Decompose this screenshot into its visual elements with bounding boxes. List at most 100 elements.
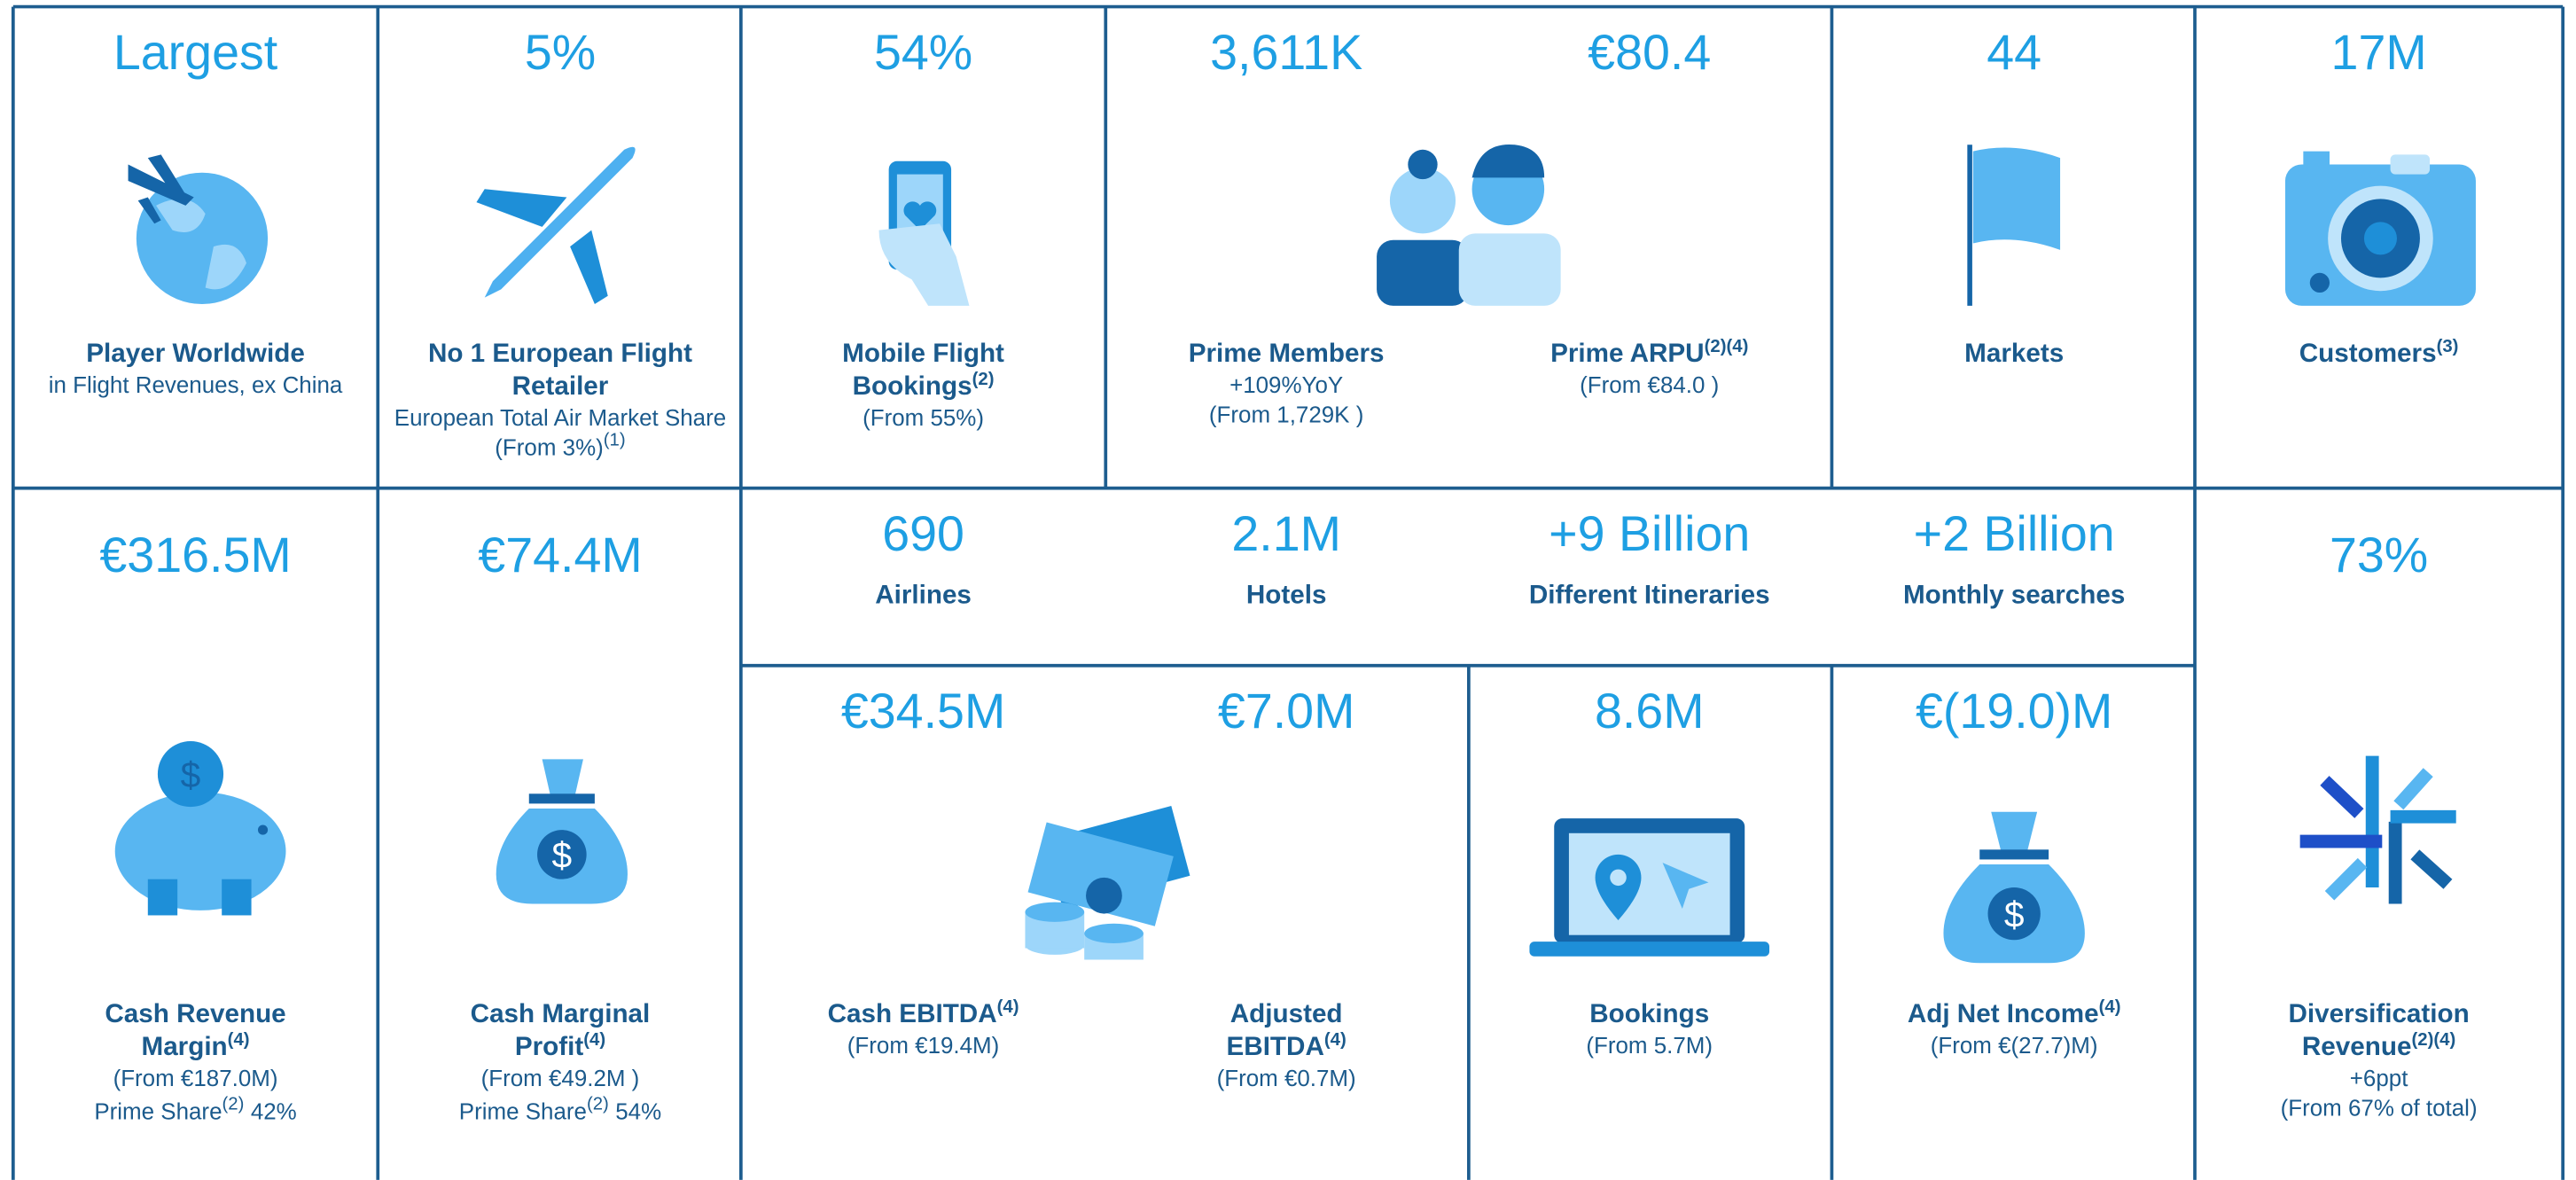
note-text: (From €19.4M) — [847, 1034, 1000, 1059]
note-text: (From €49.2M ) — [481, 1067, 640, 1091]
note-text: (From €187.0M) — [113, 1067, 278, 1091]
label-text: Prime Members — [1189, 339, 1385, 368]
kpi-note: (From €19.4M) — [847, 1034, 1000, 1059]
note-text: (From 67% of total) — [2281, 1097, 2478, 1121]
kpi-note: (From €(27.7)M) — [1931, 1034, 2098, 1059]
kpi-note: (From €187.0M) — [113, 1067, 278, 1091]
note-text: +109%YoY — [1229, 373, 1343, 398]
label-text: Margin — [142, 1032, 228, 1061]
reach-value: +9 Billion — [1549, 506, 1750, 561]
label-text: Diversification — [2288, 999, 2469, 1028]
label-text: Cash EBITDA — [828, 999, 997, 1028]
note-text: (From 3%) — [495, 436, 603, 461]
kpi-value: Largest — [113, 25, 278, 80]
kpi-label: Adjusted — [1230, 999, 1343, 1028]
kpi-label: Customers(3) — [2299, 337, 2459, 368]
svg-text:$: $ — [181, 754, 201, 795]
label-text: Bookings — [1589, 999, 1709, 1028]
flag-icon — [1967, 145, 2061, 306]
borders — [11, 4, 2565, 1180]
prime-share: Prime Share(2) 54% — [459, 1094, 661, 1124]
kpi-value: 8.6M — [1595, 684, 1705, 738]
label-text: Mobile Flight — [842, 339, 1004, 368]
label-text: Customers — [2299, 339, 2437, 368]
superscript: (4) — [583, 1030, 605, 1050]
share-text: Prime Share — [94, 1099, 222, 1124]
plane-icon — [476, 146, 636, 305]
laptop-icon — [1529, 818, 1770, 957]
kpi-note: in Flight Revenues, ex China — [49, 373, 343, 398]
kpi-label: Retailer — [512, 371, 609, 401]
label-text: Cash Revenue — [105, 999, 285, 1028]
superscript: (2) — [587, 1094, 609, 1114]
kpi-label: Markets — [1964, 339, 2064, 368]
kpi-note: +6ppt — [2350, 1067, 2408, 1091]
superscript: (4) — [2099, 997, 2121, 1017]
globe-icon — [128, 154, 269, 305]
kpi-label: Revenue(2)(4) — [2302, 1030, 2455, 1061]
note-text: European Total Air Market Share — [394, 406, 726, 431]
reach-value: 2.1M — [1231, 506, 1341, 561]
texts: Largest Player Worldwide in Flight Revenue… — [49, 25, 2478, 1124]
label-text: Profit — [515, 1032, 584, 1061]
kpi-value: 73% — [2330, 527, 2428, 582]
reach-value: 690 — [882, 506, 964, 561]
kpi-label: Bookings — [1589, 999, 1709, 1028]
label-text: Bookings — [853, 371, 972, 401]
kpi-label: Diversification — [2288, 999, 2469, 1028]
kpi-value: €34.5M — [841, 684, 1005, 738]
kpi-label: Prime ARPU(2)(4) — [1550, 337, 1748, 368]
reach-value: +2 Billion — [1914, 506, 2115, 561]
label-text: No 1 European Flight — [428, 339, 692, 368]
note-text: (From 55%) — [863, 406, 984, 431]
piggy-bank-icon: $ — [114, 741, 286, 916]
kpi-value: 3,611K — [1210, 25, 1362, 80]
kpi-label: No 1 European Flight — [428, 339, 692, 368]
reach-label: Monthly searches — [1903, 580, 2125, 609]
phone-icon — [878, 160, 970, 306]
superscript: (2)(4) — [2411, 1030, 2455, 1050]
superscript: (3) — [2437, 337, 2459, 356]
kpi-note: (From 1,729K ) — [1209, 402, 1363, 427]
label-text: Adj Net Income — [1908, 999, 2099, 1028]
money-bag-icon: $ — [496, 759, 628, 904]
people-icon — [1377, 144, 1561, 306]
note-text: (From €84.0 ) — [1580, 373, 1719, 398]
kpi-note: (From €0.7M) — [1217, 1067, 1356, 1091]
kpi-note: (From 67% of total) — [2281, 1097, 2478, 1121]
note-text: (From 5.7M) — [1586, 1034, 1713, 1059]
label-text: Adjusted — [1230, 999, 1343, 1028]
kpi-label: Mobile Flight — [842, 339, 1004, 368]
kpi-value: 54% — [874, 25, 972, 80]
note-text: +6ppt — [2350, 1067, 2408, 1091]
kpi-label: Cash EBITDA(4) — [828, 997, 1019, 1028]
kpi-label: Player Worldwide — [86, 339, 305, 368]
kpi-value: 5% — [525, 25, 596, 80]
prime-share: Prime Share(2) 42% — [94, 1094, 296, 1124]
kpi-value: €316.5M — [99, 527, 291, 582]
kpi-note: (From 55%) — [863, 406, 984, 431]
camera-icon — [2284, 151, 2476, 306]
kpi-note: European Total Air Market Share — [394, 406, 726, 431]
superscript: (2)(4) — [1705, 337, 1749, 356]
kpi-value: 44 — [1987, 25, 2041, 80]
kpi-label: Adj Net Income(4) — [1908, 997, 2121, 1028]
label-text: EBITDA — [1227, 1032, 1324, 1061]
money-bag-icon: $ — [1943, 811, 2085, 964]
kpi-label: Profit(4) — [515, 1030, 605, 1061]
note-text: in Flight Revenues, ex China — [49, 373, 343, 398]
kpi-note: (From €84.0 ) — [1580, 373, 1719, 398]
kpi-value: €7.0M — [1218, 684, 1354, 738]
kpi-value: 17M — [2331, 25, 2427, 80]
cash-icon — [1025, 806, 1190, 960]
label-text: Player Worldwide — [86, 339, 305, 368]
kpi-value: €80.4 — [1588, 25, 1711, 80]
kpi-note: (From €49.2M ) — [481, 1067, 640, 1091]
note-text: (From 1,729K ) — [1209, 402, 1363, 427]
kpi-note: (From 3%)(1) — [495, 431, 625, 461]
icons: $ $ — [114, 144, 2476, 964]
svg-text:$: $ — [551, 835, 572, 876]
kpi-label: Prime Members — [1189, 339, 1385, 368]
share-value: 42% — [251, 1099, 297, 1124]
svg-text:$: $ — [2004, 894, 2025, 934]
